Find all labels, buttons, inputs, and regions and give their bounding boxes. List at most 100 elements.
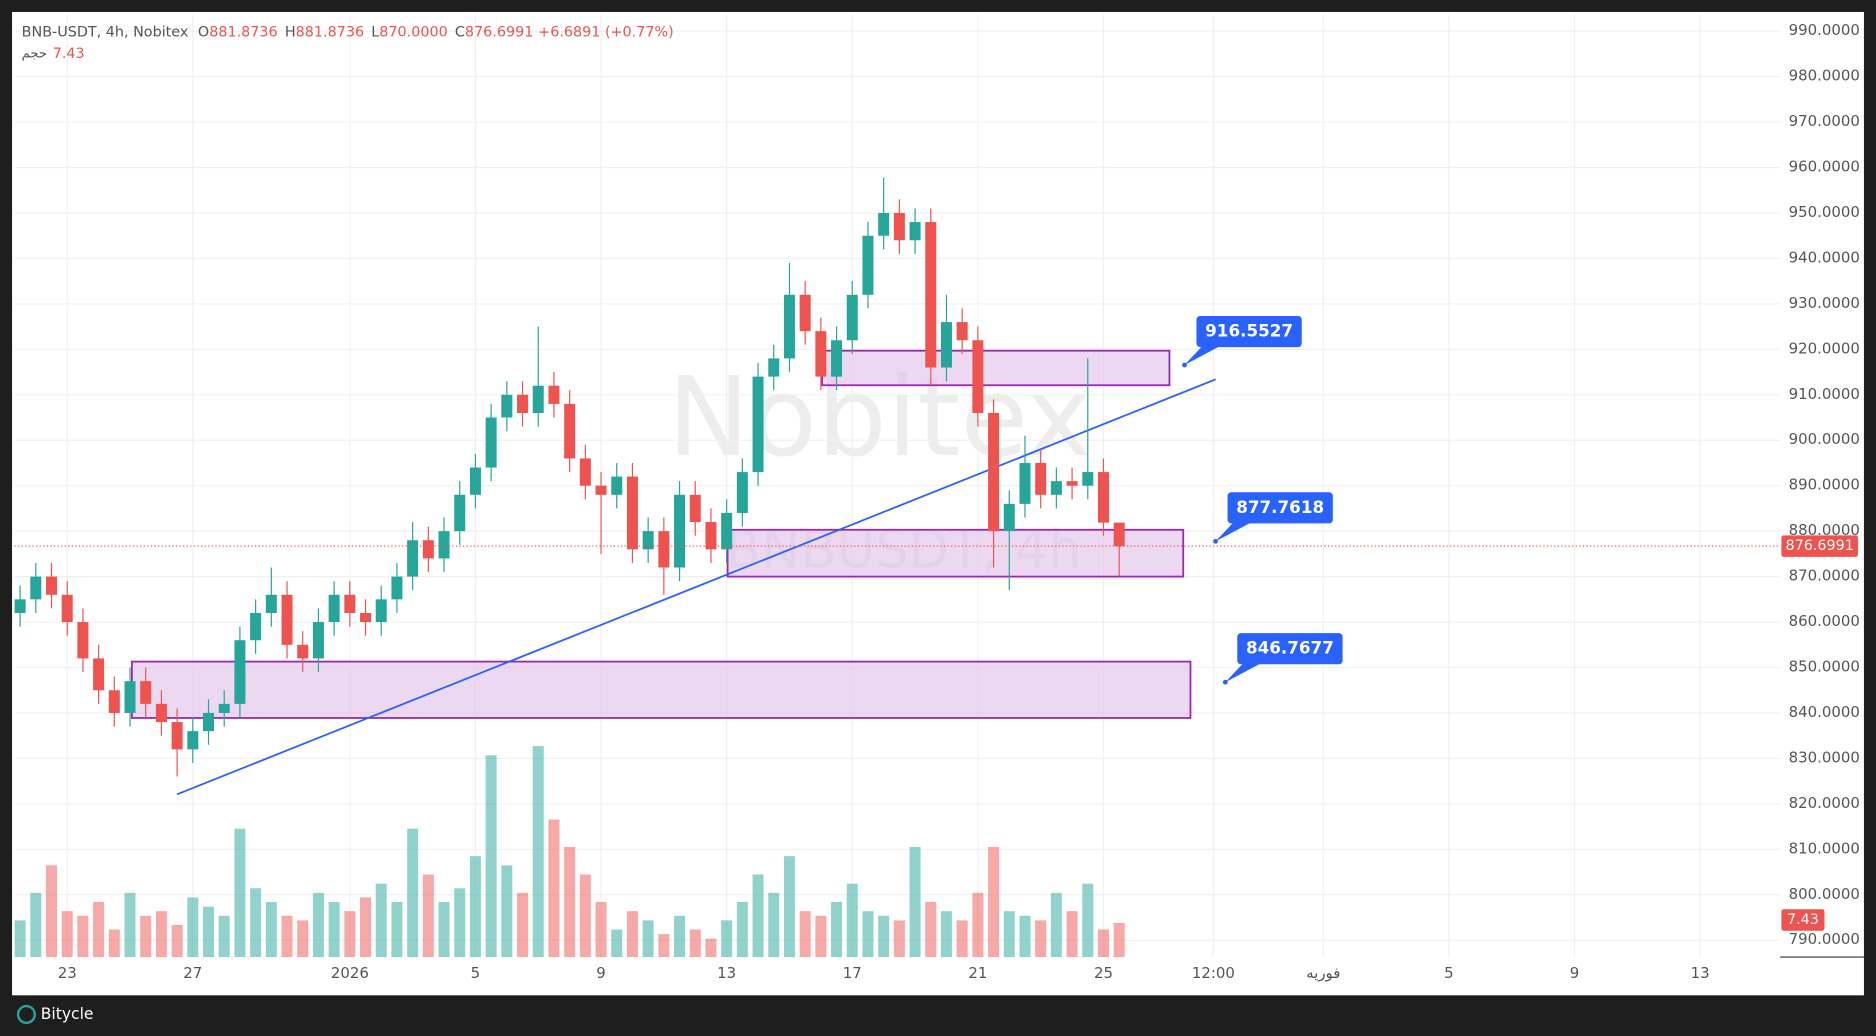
volume-bar bbox=[564, 846, 576, 958]
volume-bar bbox=[721, 920, 733, 958]
volume-bar bbox=[517, 892, 529, 958]
price-label: 876.6991 bbox=[1785, 538, 1853, 554]
candle-body bbox=[1035, 462, 1047, 495]
callout-pointer bbox=[1215, 520, 1254, 542]
candle-body bbox=[721, 512, 733, 550]
legend-value: 881.8736 bbox=[296, 24, 364, 40]
y-tick-label: 990.0000 bbox=[1789, 21, 1860, 39]
candle-body bbox=[925, 222, 937, 368]
x-tick-label: 5 bbox=[1444, 964, 1454, 982]
volume-bar bbox=[752, 874, 764, 958]
candle-body bbox=[140, 681, 152, 704]
legend-key: H bbox=[285, 24, 296, 40]
volume-bar bbox=[611, 929, 623, 958]
legend-value: 881.8736 bbox=[209, 24, 277, 40]
callout-box bbox=[1227, 492, 1333, 524]
legend-header: BNB-USDT, 4h, Nobitex O881.8736 H881.8736 L… bbox=[22, 24, 674, 40]
candle-body bbox=[344, 594, 356, 613]
candle-body bbox=[1113, 522, 1125, 547]
callout-anchor bbox=[1222, 679, 1228, 685]
candle-body bbox=[203, 712, 215, 732]
candle-body bbox=[689, 494, 701, 523]
candle-body bbox=[956, 322, 968, 341]
volume-bar bbox=[218, 915, 230, 958]
volume-bar bbox=[203, 906, 215, 958]
volume-bar bbox=[1097, 929, 1109, 958]
legend-value: 870.0000 bbox=[379, 24, 447, 40]
volume-bar bbox=[469, 856, 481, 958]
candle-body bbox=[297, 644, 309, 659]
candle-body bbox=[768, 358, 780, 377]
candle-body bbox=[799, 294, 811, 332]
volume-bar bbox=[548, 819, 560, 958]
y-tick-label: 930.0000 bbox=[1789, 294, 1860, 312]
candle-body bbox=[218, 703, 230, 713]
x-tick-label: 9 bbox=[1570, 964, 1580, 982]
candle-body bbox=[909, 222, 921, 241]
volume-bar bbox=[187, 897, 199, 958]
candle-body bbox=[595, 485, 607, 495]
volume-legend-key: حجم bbox=[22, 46, 47, 61]
volume-bar bbox=[783, 856, 795, 958]
callout-anchor bbox=[1182, 362, 1187, 368]
candle-body bbox=[360, 612, 372, 623]
y-tick-label: 810.0000 bbox=[1789, 839, 1860, 857]
callout-label: 916.5527 bbox=[1205, 321, 1293, 341]
y-tick-label: 800.0000 bbox=[1789, 885, 1860, 903]
volume-bar bbox=[1019, 915, 1031, 958]
volume-bar bbox=[909, 846, 921, 958]
zone bbox=[821, 349, 1171, 387]
candle-body bbox=[815, 331, 827, 377]
y-tick-label: 920.0000 bbox=[1789, 339, 1860, 357]
price-label-bg bbox=[1781, 535, 1858, 557]
candle-body bbox=[250, 612, 262, 641]
candle-body bbox=[422, 540, 434, 559]
volume-bar bbox=[831, 902, 843, 958]
x-tick-label: 25 bbox=[1094, 964, 1113, 982]
candle-body bbox=[281, 594, 293, 645]
volume-bar bbox=[579, 874, 591, 958]
brand: Bitycle bbox=[41, 1005, 94, 1023]
y-tick-label: 900.0000 bbox=[1789, 430, 1860, 448]
volume-bar bbox=[407, 828, 419, 958]
candle-body bbox=[736, 472, 748, 513]
volume-bar bbox=[375, 883, 387, 958]
candle-body bbox=[564, 403, 576, 459]
x-tick-label: 13 bbox=[1691, 964, 1710, 982]
volume-bar bbox=[250, 888, 262, 958]
volume-bar bbox=[658, 934, 670, 958]
volume-bar bbox=[846, 883, 858, 958]
volume-bar bbox=[344, 911, 356, 958]
volume-bar bbox=[30, 892, 42, 958]
volume-bar bbox=[454, 888, 466, 958]
y-tick-label: 850.0000 bbox=[1789, 658, 1860, 676]
candle-body bbox=[1050, 481, 1062, 495]
volume-bar bbox=[391, 902, 403, 958]
volume-bar bbox=[532, 746, 544, 958]
legend-value: 876.6991 bbox=[465, 24, 533, 40]
candle-body bbox=[171, 722, 183, 750]
candle-body bbox=[108, 690, 120, 713]
volume-bar bbox=[501, 865, 513, 958]
volume-legend-value: 7.43 bbox=[53, 46, 85, 62]
volume-bar bbox=[312, 892, 324, 958]
y-tick-label: 890.0000 bbox=[1789, 476, 1860, 494]
zone bbox=[726, 528, 1185, 578]
volume-bar bbox=[988, 846, 1000, 958]
volume-bar bbox=[171, 924, 183, 958]
volume-axis-label: 7.43 bbox=[1787, 912, 1819, 928]
candle-body bbox=[407, 540, 419, 577]
volume-bar bbox=[265, 902, 277, 958]
volume-bar bbox=[705, 938, 717, 958]
candle-body bbox=[705, 522, 717, 550]
volume-bar bbox=[93, 902, 105, 958]
candle-body bbox=[187, 731, 199, 750]
candle-body bbox=[1066, 481, 1078, 486]
volume-bar bbox=[674, 915, 686, 958]
candle-body bbox=[579, 458, 591, 486]
candle-body bbox=[611, 476, 623, 495]
callout-label: 846.7677 bbox=[1246, 638, 1334, 658]
brand-logo bbox=[16, 1004, 36, 1025]
candle-body bbox=[1019, 462, 1031, 504]
